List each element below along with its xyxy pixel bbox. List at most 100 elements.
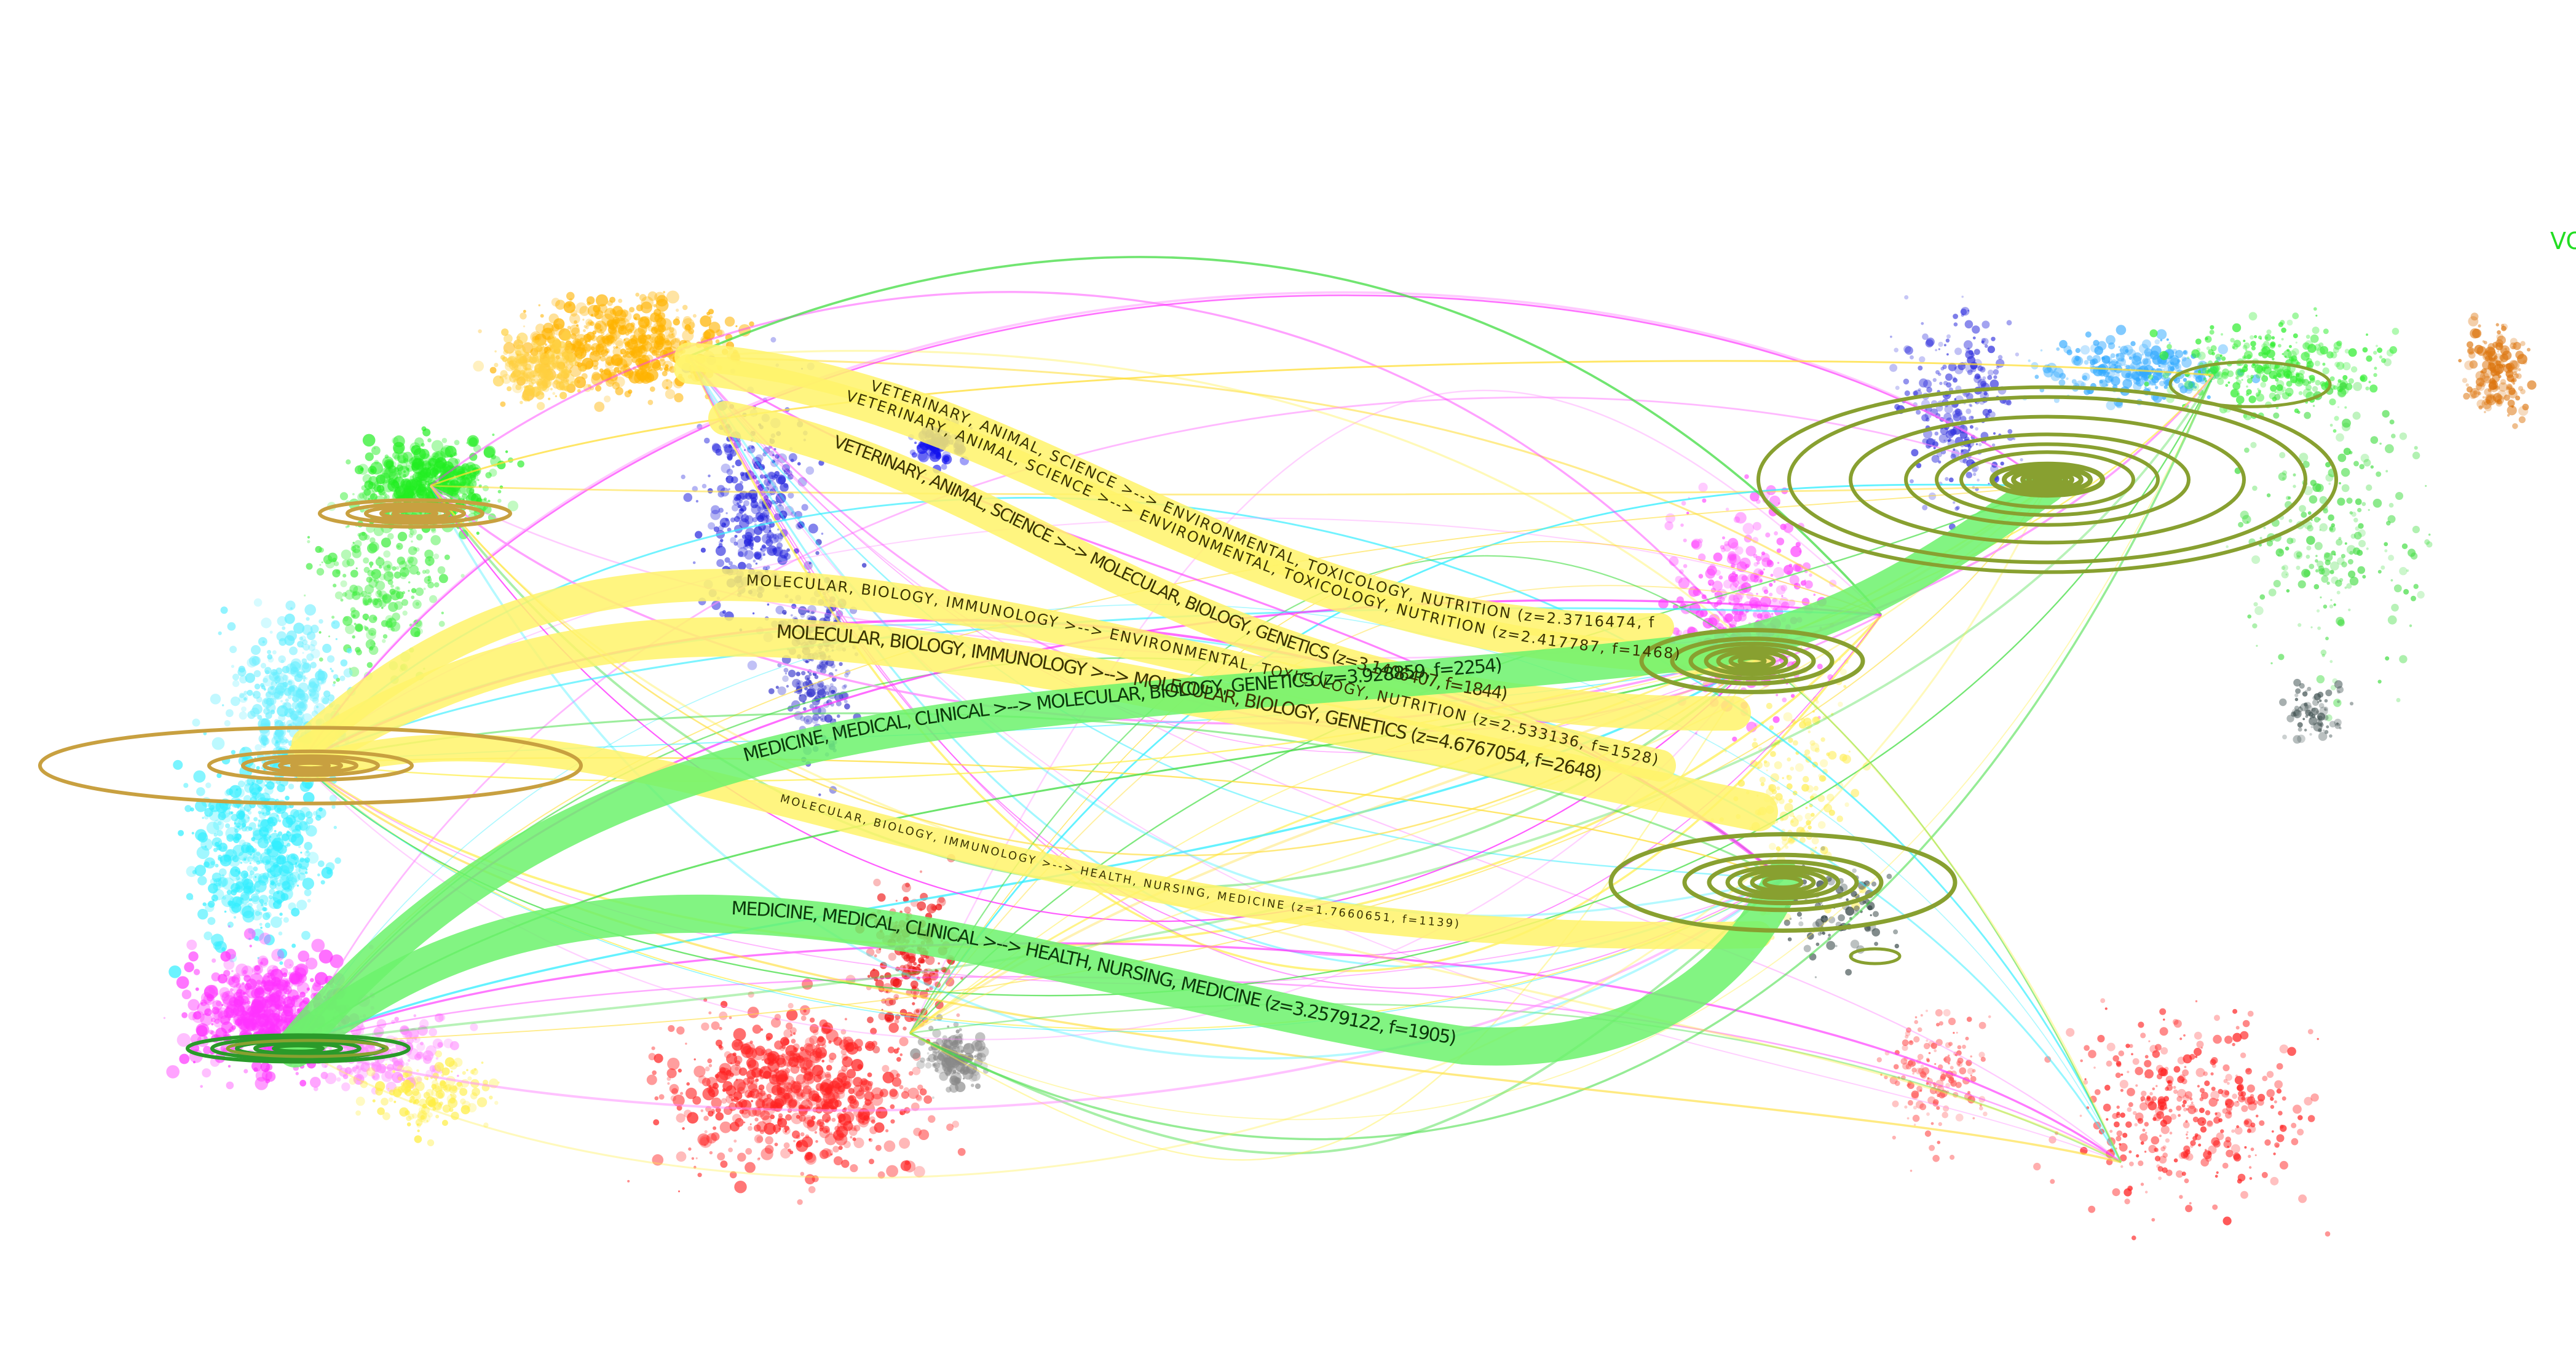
- journal-dot: [752, 1024, 762, 1034]
- journal-dot: [253, 598, 263, 607]
- journal-dot: [653, 304, 657, 307]
- journal-dot: [844, 703, 850, 710]
- journal-dot: [256, 860, 261, 865]
- journal-dot: [341, 1082, 350, 1092]
- journal-dot: [259, 811, 267, 819]
- journal-dot: [507, 386, 512, 392]
- journal-dot: [489, 366, 497, 374]
- journal-dot: [597, 345, 602, 349]
- journal-dot: [253, 694, 255, 696]
- journal-dot: [458, 486, 466, 494]
- journal-dot: [681, 474, 685, 480]
- journal-dot: [523, 360, 526, 363]
- journal-dot: [784, 1130, 788, 1133]
- journal-dot: [258, 819, 261, 822]
- journal-dot: [591, 373, 604, 386]
- journal-dot: [411, 1113, 417, 1119]
- journal-dot: [310, 649, 320, 659]
- journal-dot: [628, 374, 633, 380]
- journal-dot: [248, 810, 252, 815]
- journal-dot: [802, 1136, 813, 1147]
- journal-dot: [543, 370, 547, 374]
- journal-dot: [323, 690, 331, 698]
- journal-dot: [655, 299, 669, 312]
- journal-dot: [260, 662, 267, 669]
- journal-dot: [223, 959, 235, 970]
- journal-dot: [856, 1046, 863, 1052]
- journal-dot: [899, 1112, 903, 1115]
- journal-dot: [432, 466, 441, 474]
- journal-dot: [653, 1119, 660, 1126]
- journal-dot: [847, 1126, 851, 1130]
- journal-dot: [700, 315, 712, 327]
- journal-dot: [411, 588, 417, 593]
- journal-dot: [676, 1113, 685, 1123]
- journal-dot: [262, 1012, 268, 1018]
- journal-dot: [719, 1011, 728, 1020]
- journal-dot: [585, 325, 589, 330]
- journal-dot: [285, 796, 290, 801]
- journal-dot: [307, 540, 310, 544]
- journal-dot: [739, 1109, 745, 1114]
- journal-dot: [569, 313, 580, 325]
- journal-dot: [790, 614, 793, 617]
- journal-dot: [429, 1028, 437, 1037]
- journal-dot: [733, 1042, 740, 1048]
- journal-dot: [394, 1016, 399, 1022]
- journal-dot: [680, 1092, 684, 1095]
- journal-dot: [316, 568, 325, 576]
- journal-dot: [397, 531, 408, 542]
- journal-dot: [676, 1026, 685, 1035]
- journal-dot: [587, 296, 595, 305]
- journal-dot: [469, 453, 478, 461]
- journal-dot: [365, 627, 369, 632]
- journal-dot: [385, 615, 393, 624]
- journal-dot: [346, 558, 355, 567]
- journal-dot: [675, 316, 680, 321]
- journal-dot: [225, 948, 236, 960]
- journal-dot: [275, 856, 285, 865]
- journal-dot: [806, 1098, 810, 1102]
- journal-dot: [306, 617, 310, 621]
- journal-dot: [416, 534, 423, 541]
- journal-dot: [318, 631, 322, 634]
- journal-dot: [734, 1181, 747, 1194]
- journal-dot: [533, 374, 535, 378]
- journal-dot: [555, 374, 559, 379]
- journal-dot: [695, 531, 703, 539]
- journal-dot: [790, 1027, 797, 1034]
- journal-dot: [773, 1124, 781, 1133]
- journal-dot: [793, 1080, 796, 1084]
- journal-dot: [227, 622, 236, 631]
- journal-dot: [805, 466, 815, 475]
- journal-dot: [715, 1112, 724, 1121]
- journal-dot: [413, 547, 417, 551]
- journal-dot: [816, 1120, 821, 1125]
- journal-dot: [222, 810, 226, 814]
- journal-dot: [1943, 439, 1946, 442]
- journal-dot: [918, 964, 921, 967]
- journal-dot: [237, 667, 247, 677]
- journal-dot: [216, 877, 227, 888]
- journal-dot: [812, 1048, 815, 1052]
- journal-dot: [1946, 382, 1952, 388]
- journal-dot: [331, 805, 336, 809]
- journal-dot: [325, 1072, 337, 1085]
- journal-dot: [899, 1008, 907, 1016]
- journal-dot: [355, 1096, 365, 1106]
- journal-dot: [407, 1059, 411, 1062]
- journal-dot: [633, 313, 641, 321]
- journal-dot: [793, 1139, 796, 1143]
- journal-dot: [382, 634, 388, 639]
- journal-dot: [862, 1102, 875, 1115]
- journal-dot: [908, 956, 916, 963]
- journal-dot: [630, 349, 641, 359]
- journal-dot: [523, 309, 526, 313]
- journal-dot: [369, 646, 374, 651]
- journal-dot: [163, 1016, 166, 1020]
- journal-dot: [633, 335, 635, 338]
- journal-dot: [249, 870, 255, 876]
- journal-dot: [411, 1090, 422, 1101]
- journal-dot: [304, 699, 308, 703]
- journal-dot: [890, 1119, 895, 1124]
